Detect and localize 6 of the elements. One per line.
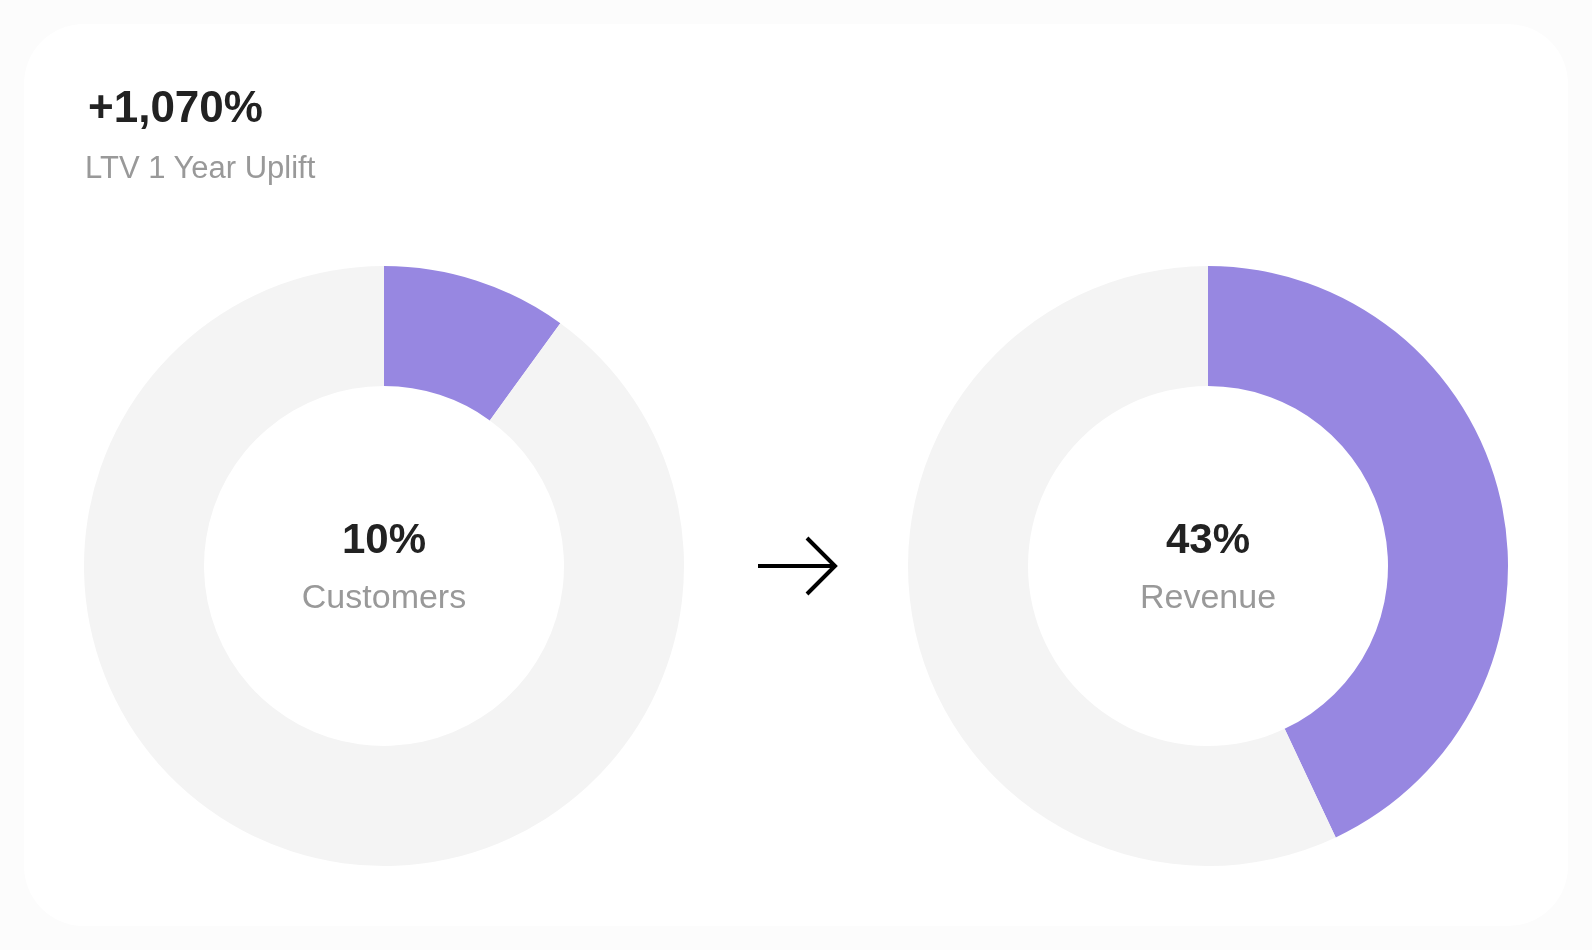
- slice-label: Customers: [301, 577, 467, 615]
- chart-title: +1,070%: [88, 82, 263, 131]
- chart-subtitle: LTV 1 Year Uplift: [85, 150, 316, 185]
- slice-label: Revenue: [1139, 577, 1277, 615]
- data-label: 43%: [1165, 515, 1251, 562]
- data-label: 10%: [341, 515, 427, 562]
